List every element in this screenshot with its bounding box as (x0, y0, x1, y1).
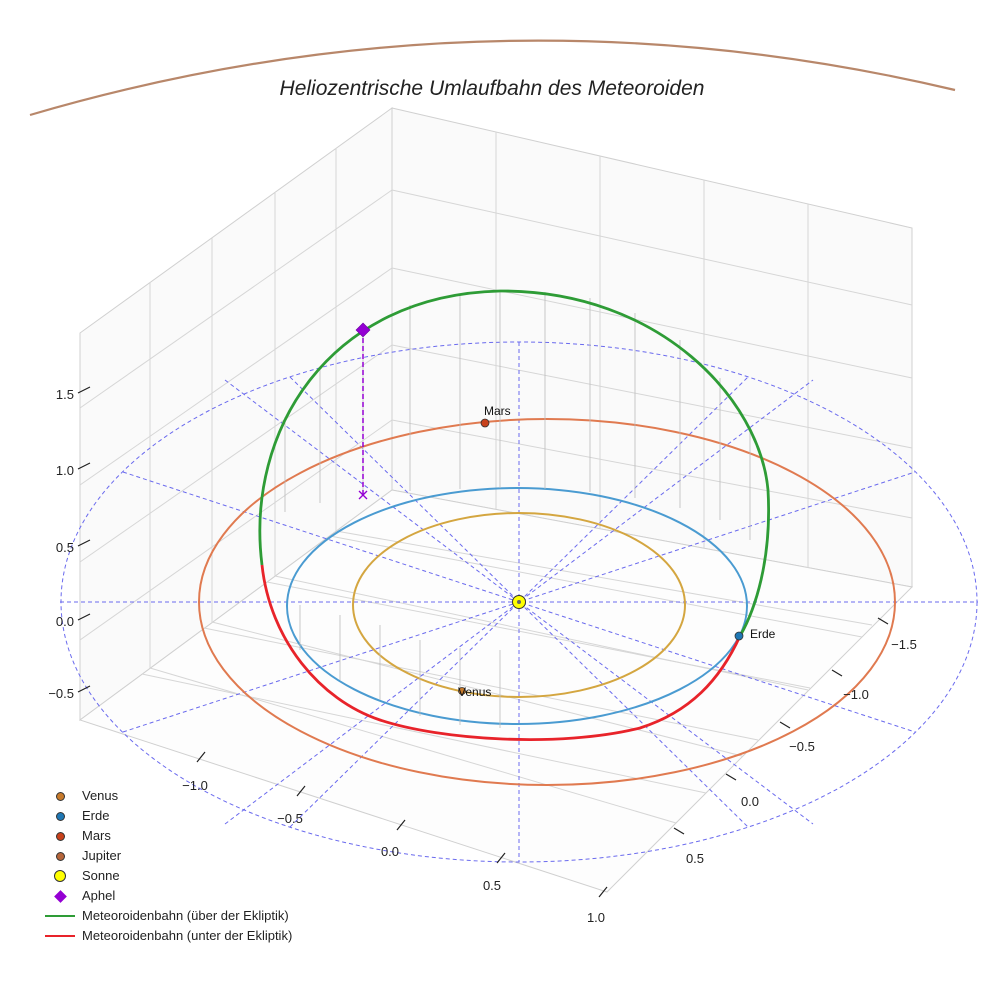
mars-marker (480, 418, 490, 428)
z-tick-label: 0.0 (56, 614, 74, 629)
y-tick-label: −1.0 (843, 687, 869, 702)
legend-item: Meteoroidenbahn (unter der Ekliptik) (38, 926, 292, 946)
venus-orbit (352, 512, 686, 698)
legend-label: Meteoroidenbahn (unter der Ekliptik) (82, 928, 293, 943)
axes-pane (78, 107, 914, 893)
legend: Venus Erde Mars Jupiter Sonne Aphel Mete… (38, 786, 292, 946)
orbit-above-legend-icon (45, 915, 75, 917)
legend-label: Aphel (82, 888, 116, 903)
legend-item: Venus (38, 786, 292, 806)
x-tick-label: 0.5 (483, 878, 501, 893)
z-tick-label: 1.0 (56, 463, 74, 478)
mars-orbit (198, 418, 896, 786)
earth-label: Erde (750, 627, 776, 641)
legend-item: Mars (38, 826, 292, 846)
x-tick-label: 1.0 (587, 910, 605, 925)
legend-item: Sonne (38, 866, 292, 886)
legend-item: Meteoroidenbahn (über der Ekliptik) (38, 906, 292, 926)
y-tick-mark (779, 721, 791, 729)
x-tick-mark (496, 852, 506, 864)
x-tick-mark (296, 785, 306, 797)
legend-item: Erde (38, 806, 292, 826)
y-tick-mark (725, 773, 737, 781)
aphel-projection-x (358, 490, 368, 500)
sun-legend-icon (54, 870, 66, 882)
z-tick-mark (77, 613, 91, 621)
x-axis: −1.0 −0.5 0.0 0.5 1.0 (182, 751, 608, 925)
z-tick-mark (77, 539, 91, 547)
y-tick-label: 0.0 (741, 794, 759, 809)
x-tick-label: −0.5 (277, 811, 303, 826)
jupiter-legend-icon (55, 851, 65, 861)
meteoroid-orbit-above (258, 289, 770, 637)
jupiter-orbit (29, 39, 956, 117)
earth-marker (734, 631, 744, 641)
legend-label: Erde (82, 808, 110, 823)
z-tick-mark (77, 386, 91, 394)
aphel-marker (355, 322, 371, 338)
y-tick-label: −1.5 (891, 637, 917, 652)
meteoroid-orbit-below (260, 564, 742, 741)
venus-legend-icon (55, 791, 65, 801)
x-tick-mark (196, 751, 206, 763)
mars-label: Mars (484, 404, 511, 418)
sun-core (517, 600, 521, 604)
z-tick-label: 0.5 (56, 540, 74, 555)
z-axis: −0.5 0.0 0.5 1.0 1.5 (48, 386, 91, 701)
venus-label: Venus (458, 685, 491, 699)
earth-orbit (286, 487, 748, 725)
venus-marker (458, 687, 466, 695)
legend-label: Meteoroidenbahn (über der Ekliptik) (82, 908, 289, 923)
x-tick-mark (598, 886, 608, 898)
aphel-legend-icon (53, 889, 67, 903)
chart-title: Heliozentrische Umlaufbahn des Meteoroid… (280, 77, 705, 100)
earth-legend-icon (55, 811, 65, 821)
z-tick-label: −0.5 (48, 686, 74, 701)
legend-item: Aphel (38, 886, 292, 906)
x-tick-label: 0.0 (381, 844, 399, 859)
legend-label: Mars (82, 828, 111, 843)
z-tick-mark (77, 685, 91, 693)
z-tick-label: 1.5 (56, 387, 74, 402)
y-axis: −1.5 −1.0 −0.5 0.0 0.5 (673, 617, 917, 866)
y-tick-label: −0.5 (789, 739, 815, 754)
x-tick-mark (396, 819, 406, 831)
y-tick-mark (673, 827, 685, 835)
legend-label: Jupiter (82, 848, 122, 863)
z-tick-mark (77, 462, 91, 470)
orbit-below-legend-icon (45, 935, 75, 937)
y-tick-label: 0.5 (686, 851, 704, 866)
legend-label: Venus (82, 788, 119, 803)
x-tick-label: −1.0 (182, 778, 208, 793)
y-tick-mark (877, 617, 889, 625)
legend-item: Jupiter (38, 846, 292, 866)
legend-label: Sonne (82, 868, 120, 883)
mars-legend-icon (55, 831, 65, 841)
y-tick-mark (831, 669, 843, 677)
